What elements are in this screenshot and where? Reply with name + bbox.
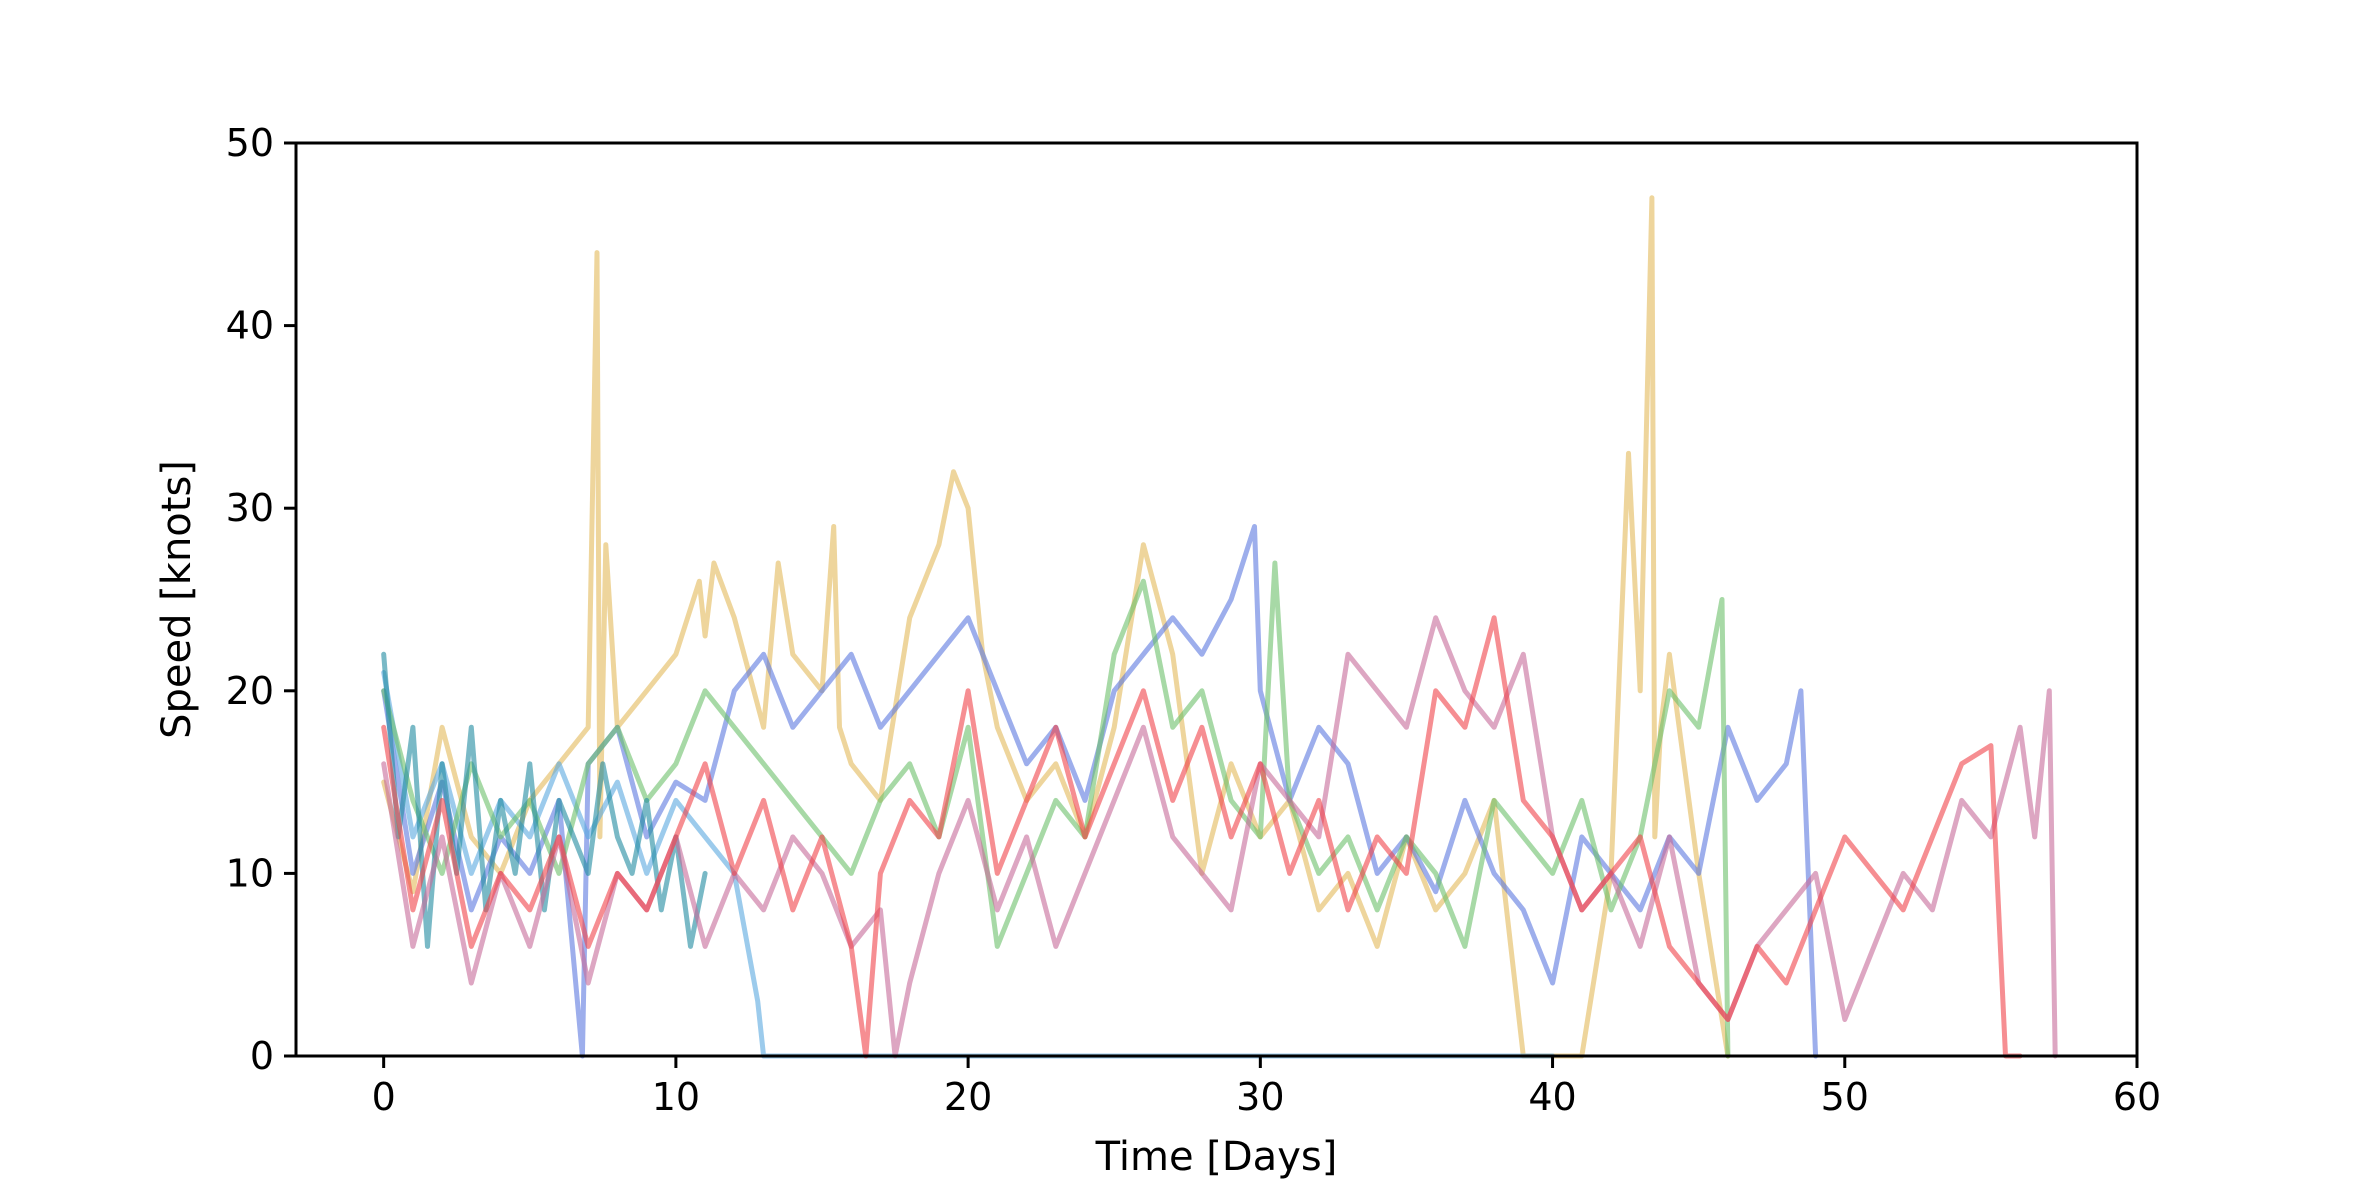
x-tick-label: 10 [652,1075,700,1119]
series-layer [381,195,2058,1059]
x-tick-label: 40 [1528,1075,1576,1119]
y-tick-label: 30 [226,486,274,530]
plot-frame [294,141,2139,1058]
y-axis: 0 10 20 30 40 50 [226,121,296,1078]
x-axis-label: Time [Days] [1095,1134,1338,1180]
y-tick-label: 40 [226,304,274,348]
y-axis-label: Speed [knots] [154,460,200,739]
y-tick-label: 20 [226,669,274,713]
y-tick-label: 10 [226,851,274,895]
x-axis: 0 10 20 30 40 50 60 [372,1056,2161,1119]
x-tick-label: 60 [2113,1075,2161,1119]
y-tick-label: 0 [250,1034,274,1078]
y-tick-label: 50 [226,121,274,165]
x-tick-label: 50 [1821,1075,1869,1119]
x-tick-label: 0 [372,1075,396,1119]
x-tick-label: 20 [944,1075,992,1119]
series-line-7 [381,615,2023,1059]
x-tick-label: 30 [1236,1075,1284,1119]
